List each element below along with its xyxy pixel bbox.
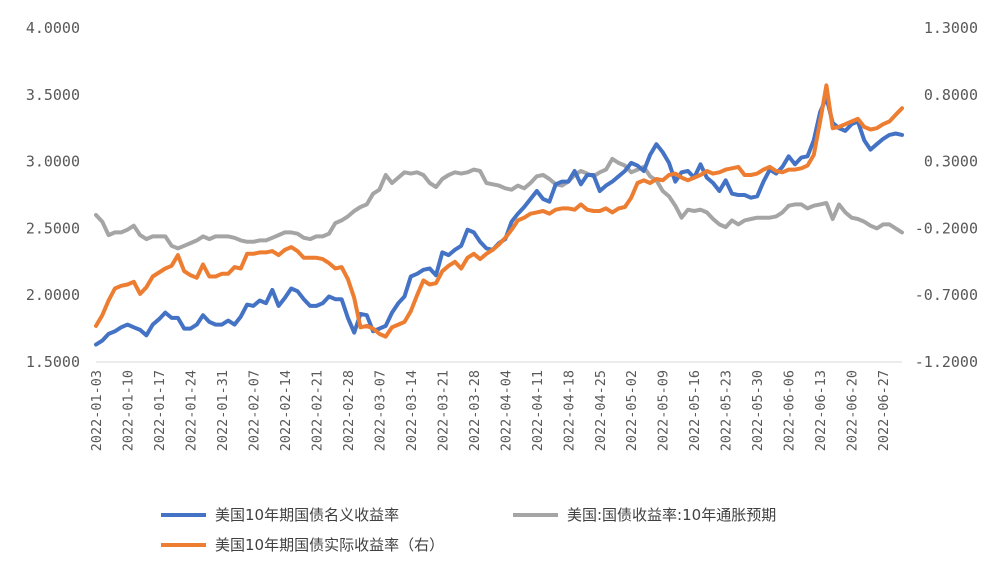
x-axis-tick-label: 2022-04-18 <box>561 370 577 451</box>
x-axis: 2022-01-03 2022-01-10 2022-01-17 2022-01-24… <box>89 370 892 451</box>
left-axis-tick-label: 3.5000 <box>26 86 80 104</box>
x-axis-tick-label: 2022-02-07 <box>246 370 262 451</box>
right-axis-tick-label: 0.3000 <box>924 153 978 171</box>
x-axis-tick-label: 2022-01-10 <box>120 370 136 451</box>
x-axis-tick-label: 2022-02-21 <box>309 370 325 451</box>
left-axis-tick-label: 1.5000 <box>26 353 80 371</box>
x-axis-tick-label: 2022-05-16 <box>687 370 703 451</box>
legend-label-1: 美国:国债收益率:10年通胀预期 <box>567 506 776 524</box>
right-axis-tick-label: 1.3000 <box>924 19 978 37</box>
x-axis-tick-label: 2022-03-14 <box>404 370 420 451</box>
series-line-0 <box>94 95 904 347</box>
x-axis-tick-label: 2022-01-24 <box>183 370 199 451</box>
x-axis-tick-label: 2022-03-07 <box>372 370 388 451</box>
plot-area <box>94 83 904 347</box>
right-axis-tick-label: -0.2000 <box>915 219 978 237</box>
x-axis-tick-label: 2022-03-21 <box>435 370 451 451</box>
x-axis-tick-label: 2022-04-04 <box>498 370 514 451</box>
x-axis-tick-label: 2022-01-17 <box>152 370 168 451</box>
x-axis-tick-label: 2022-05-30 <box>750 370 766 451</box>
right-axis: 1.3000 0.8000 0.3000 -0.2000 -0.7000 -1.2000 <box>915 19 978 371</box>
right-axis-tick-label: -0.7000 <box>915 286 978 304</box>
series-line-2 <box>94 83 904 339</box>
legend: 美国10年期国债名义收益率 美国:国债收益率:10年通胀预期美国10年期国债实际收… <box>161 506 776 554</box>
series-line-1 <box>94 156 904 251</box>
x-axis-tick-label: 2022-06-20 <box>845 370 861 451</box>
left-axis-tick-label: 4.0000 <box>26 19 80 37</box>
right-axis-tick-label: 0.8000 <box>924 86 978 104</box>
x-axis-tick-label: 2022-05-23 <box>719 370 735 451</box>
x-axis-tick-label: 2022-02-14 <box>278 370 294 451</box>
left-axis-tick-label: 3.0000 <box>26 153 80 171</box>
x-axis-tick-label: 2022-01-31 <box>215 370 231 451</box>
x-axis-tick-label: 2022-02-28 <box>341 370 357 451</box>
legend-label-2: 美国10年期国债实际收益率（右） <box>215 536 444 554</box>
x-axis-tick-label: 2022-05-02 <box>624 370 640 451</box>
x-axis-tick-label: 2022-04-11 <box>530 370 546 451</box>
x-axis-tick-label: 2022-06-13 <box>813 370 829 451</box>
x-axis-tick-label: 2022-06-06 <box>782 370 798 451</box>
x-axis-tick-label: 2022-03-28 <box>467 370 483 451</box>
x-axis-tick-label: 2022-05-09 <box>656 370 672 451</box>
x-axis-tick-label: 2022-06-27 <box>876 370 892 451</box>
x-axis-tick-label: 2022-04-25 <box>593 370 609 451</box>
left-axis: 4.0000 3.5000 3.0000 2.5000 2.0000 1.5000 <box>26 19 80 371</box>
left-axis-tick-label: 2.5000 <box>26 219 80 237</box>
left-axis-tick-label: 2.0000 <box>26 286 80 304</box>
x-axis-tick-label: 2022-01-03 <box>89 370 105 451</box>
legend-label-0: 美国10年期国债名义收益率 <box>215 506 399 524</box>
right-axis-tick-label: -1.2000 <box>915 353 978 371</box>
